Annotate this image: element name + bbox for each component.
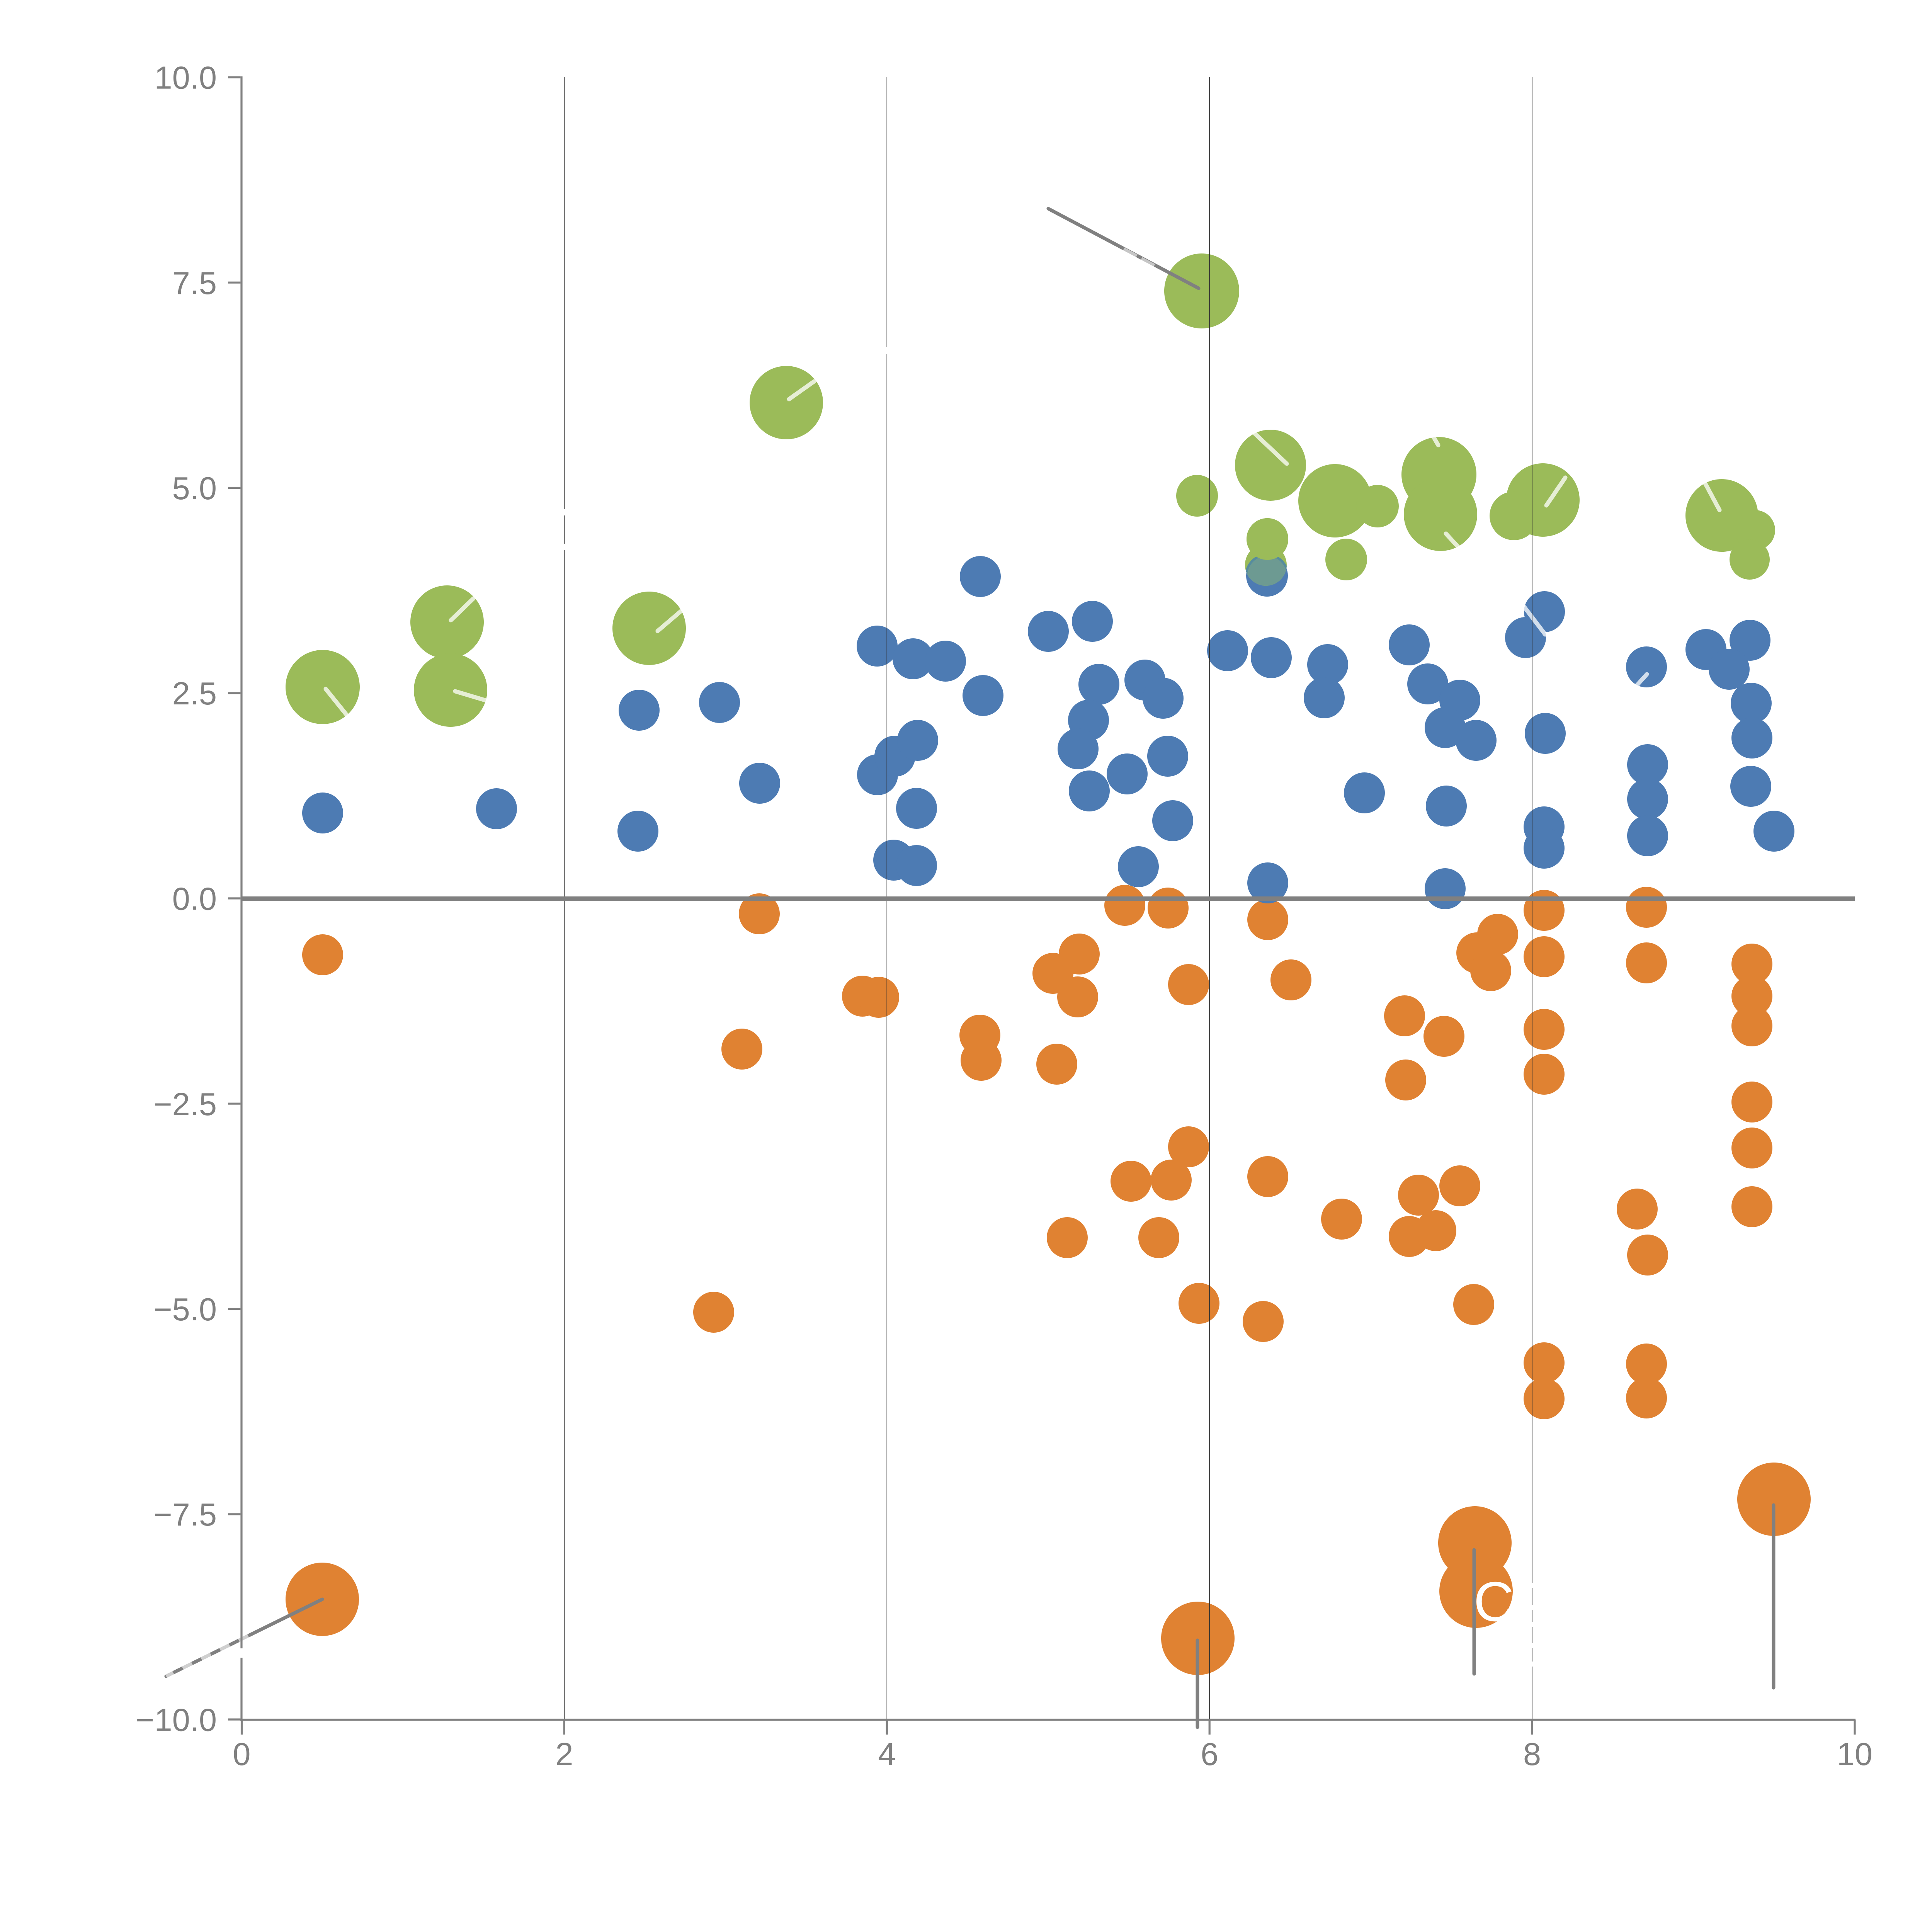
svg-text:−10.0: −10.0	[136, 1702, 217, 1738]
svg-text:−7.5: −7.5	[153, 1497, 217, 1532]
svg-text:10.0: 10.0	[154, 60, 217, 96]
svg-text:C: C	[1474, 1570, 1514, 1633]
svg-text:2.5: 2.5	[172, 675, 217, 711]
svg-text:7.5: 7.5	[172, 265, 217, 301]
svg-text:−2.5: −2.5	[153, 1086, 217, 1122]
svg-text:8: 8	[1523, 1736, 1541, 1772]
svg-text:10: 10	[1837, 1736, 1872, 1772]
svg-text:5.0: 5.0	[172, 470, 217, 506]
svg-text:−5.0: −5.0	[153, 1291, 217, 1327]
svg-text:0.0: 0.0	[172, 881, 217, 917]
svg-text:0: 0	[233, 1736, 250, 1772]
svg-text:2: 2	[555, 1736, 573, 1772]
svg-text:6: 6	[1201, 1736, 1218, 1772]
svg-text:4: 4	[878, 1736, 896, 1772]
